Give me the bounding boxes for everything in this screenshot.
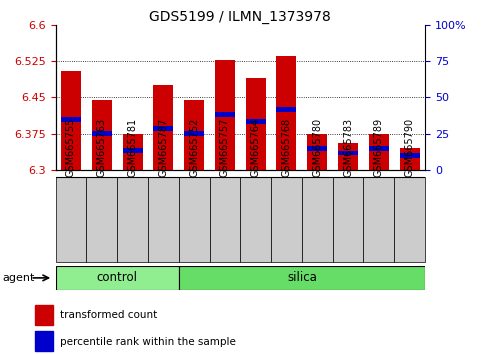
Bar — [369, 146, 389, 150]
Bar — [240, 177, 271, 262]
Bar — [148, 177, 179, 262]
Bar — [179, 177, 210, 262]
Bar — [153, 126, 173, 131]
Text: agent: agent — [2, 273, 35, 283]
Text: silica: silica — [287, 272, 317, 284]
Bar — [399, 153, 420, 158]
Bar — [92, 131, 112, 136]
Bar — [123, 133, 142, 170]
Bar — [35, 304, 53, 325]
Bar — [215, 112, 235, 117]
Text: GSM665763: GSM665763 — [97, 118, 107, 177]
Bar — [271, 177, 302, 262]
Bar — [338, 143, 358, 170]
Bar — [179, 266, 425, 290]
Bar — [184, 100, 204, 170]
Bar — [333, 177, 364, 262]
Bar — [61, 71, 81, 170]
Bar — [307, 146, 327, 150]
Text: percentile rank within the sample: percentile rank within the sample — [60, 337, 236, 347]
Title: GDS5199 / ILMN_1373978: GDS5199 / ILMN_1373978 — [149, 10, 331, 24]
Text: GSM665752: GSM665752 — [189, 118, 199, 177]
Bar — [246, 119, 266, 124]
Bar — [246, 78, 266, 170]
Text: transformed count: transformed count — [60, 310, 157, 320]
Bar — [210, 177, 240, 262]
Bar — [86, 177, 117, 262]
Text: GSM665787: GSM665787 — [158, 118, 168, 177]
Bar — [56, 266, 179, 290]
Text: GSM665789: GSM665789 — [374, 118, 384, 177]
Bar — [302, 177, 333, 262]
Text: GSM665781: GSM665781 — [128, 118, 138, 177]
Bar — [61, 117, 81, 121]
Bar — [338, 150, 358, 155]
Text: GSM665757: GSM665757 — [220, 118, 230, 177]
Bar — [117, 177, 148, 262]
Bar — [307, 133, 327, 170]
Text: GSM665768: GSM665768 — [282, 118, 291, 177]
Bar — [364, 177, 394, 262]
Bar — [276, 56, 297, 170]
Bar — [394, 177, 425, 262]
Bar — [123, 148, 142, 153]
Text: control: control — [97, 272, 138, 284]
Bar — [215, 59, 235, 170]
Bar — [35, 331, 53, 351]
Bar — [92, 100, 112, 170]
Text: GSM665755: GSM665755 — [66, 118, 76, 177]
Bar — [184, 131, 204, 136]
Text: GSM665764: GSM665764 — [251, 118, 261, 177]
Bar — [276, 107, 297, 112]
Text: GSM665780: GSM665780 — [313, 118, 322, 177]
Text: GSM665783: GSM665783 — [343, 118, 353, 177]
Bar — [153, 85, 173, 170]
Bar — [399, 148, 420, 170]
Text: GSM665790: GSM665790 — [405, 118, 414, 177]
Bar — [369, 133, 389, 170]
Bar — [56, 177, 86, 262]
